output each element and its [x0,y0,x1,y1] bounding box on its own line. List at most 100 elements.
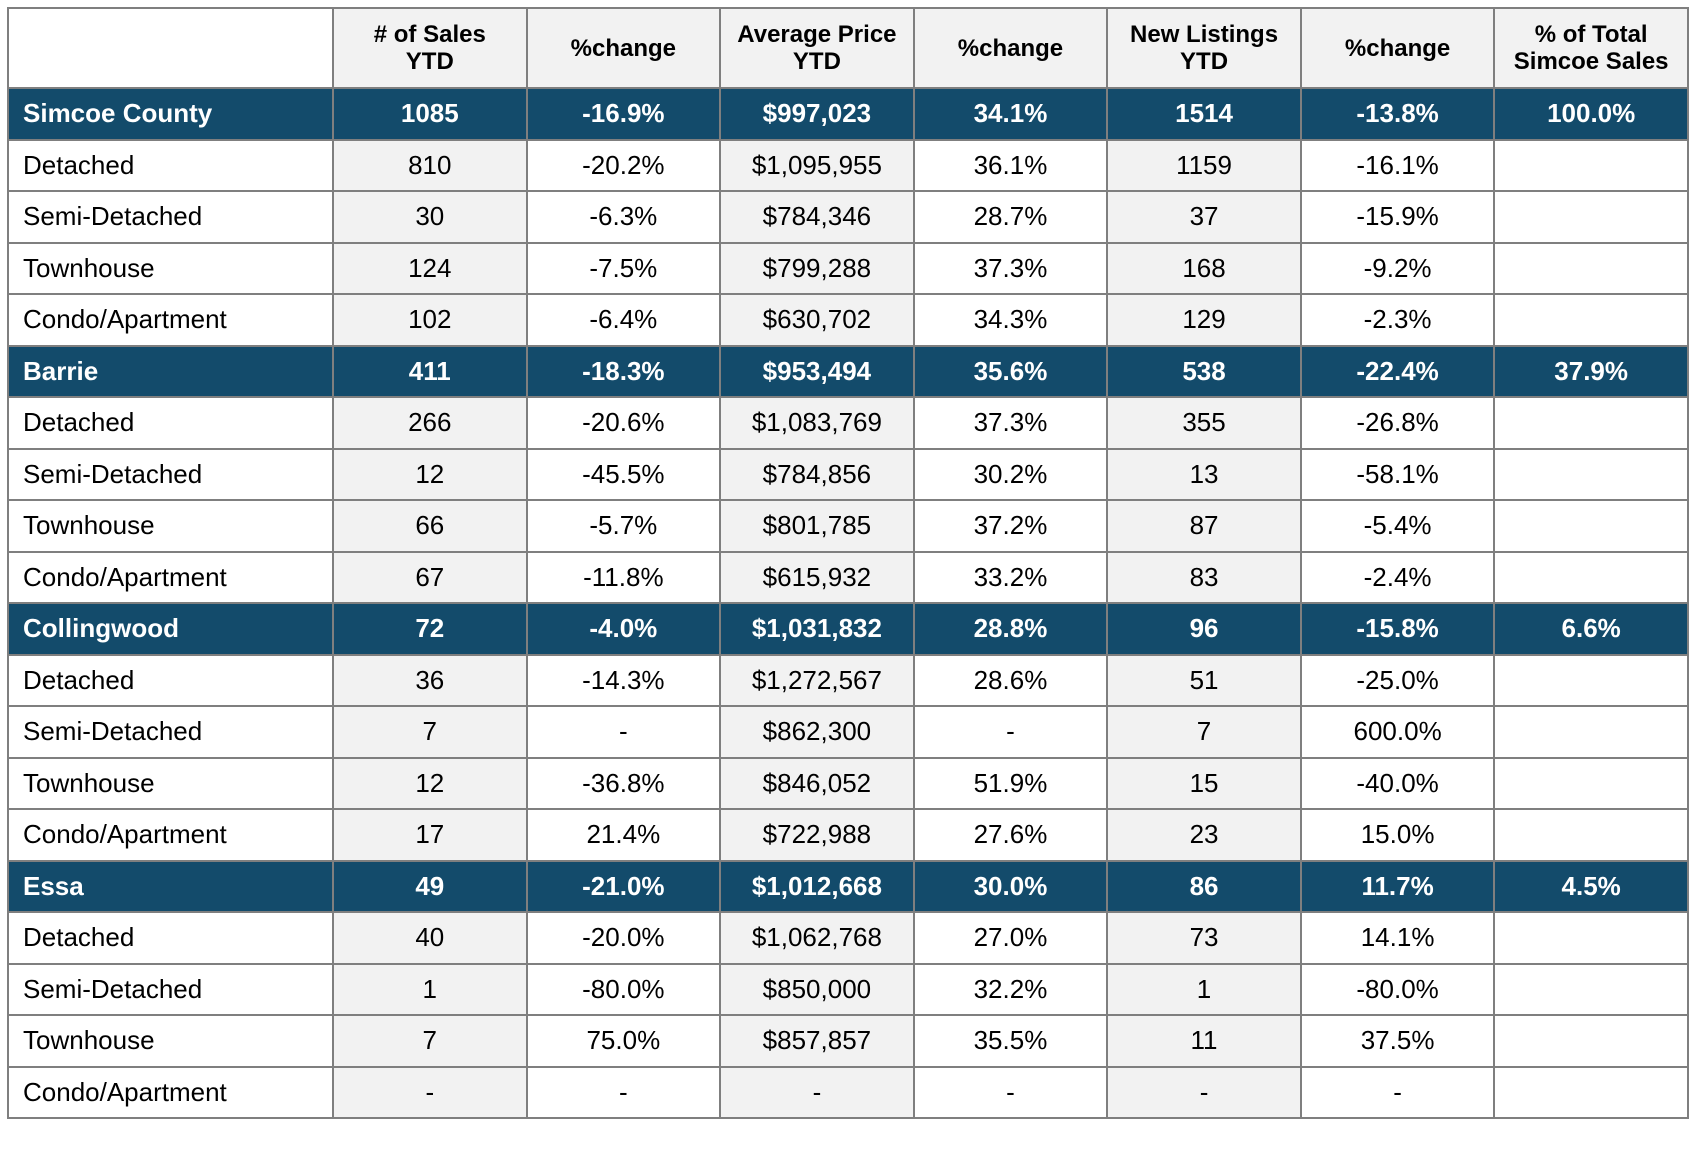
value-cell: 1159 [1106,138,1302,192]
property-type-cell: Townhouse [7,499,334,553]
table-header: # of Sales YTD %change Average Price YTD… [7,7,1689,89]
property-type-cell: Condo/Apartment [7,550,334,604]
value-cell: - [912,1065,1109,1119]
value-cell: 30 [332,190,528,244]
value-cell: 51 [1106,653,1302,707]
value-cell: 12 [332,447,528,501]
property-type-cell: Townhouse [7,756,334,810]
region-name-cell: Essa [7,859,334,913]
value-cell [1493,705,1689,759]
value-cell: 49 [332,859,528,913]
value-cell: -14.3% [525,653,722,707]
value-cell: 96 [1106,602,1302,656]
value-cell: 538 [1106,344,1302,398]
value-cell: -22.4% [1299,344,1496,398]
value-cell: -20.0% [525,911,722,965]
header-listings-change: %change [1299,7,1496,89]
value-cell: -2.3% [1299,293,1496,347]
value-cell: - [332,1065,528,1119]
value-cell [1493,962,1689,1016]
value-cell: $784,346 [719,190,915,244]
value-cell: 67 [332,550,528,604]
value-cell: -58.1% [1299,447,1496,501]
header-line: Average Price [737,21,897,48]
property-type-cell: Townhouse [7,1014,334,1068]
value-cell: -15.9% [1299,190,1496,244]
value-cell [1493,653,1689,707]
value-cell [1493,396,1689,450]
value-cell: 1085 [332,87,528,141]
value-cell: 35.5% [912,1014,1109,1068]
value-cell: 34.3% [912,293,1109,347]
region-row: Essa 49 -21.0% $1,012,668 30.0% 86 11.7% 4.5% [7,859,1689,913]
value-cell: $1,012,668 [719,859,915,913]
value-cell: $799,288 [719,241,915,295]
property-type-row: Condo/Apartment 17 21.4% $722,988 27.6% 23 15.… [7,808,1689,862]
value-cell: $630,702 [719,293,915,347]
value-cell: 36 [332,653,528,707]
region-row: Barrie 411 -18.3% $953,494 35.6% 538 -22.4% 37.… [7,344,1689,398]
value-cell [1493,447,1689,501]
value-cell: $1,062,768 [719,911,915,965]
value-cell: 600.0% [1299,705,1496,759]
region-row: Simcoe County 1085 -16.9% $997,023 34.1% 1514… [7,87,1689,141]
value-cell: -2.4% [1299,550,1496,604]
header-sales-change: %change [525,7,722,89]
value-cell: $1,272,567 [719,653,915,707]
property-type-cell: Detached [7,911,334,965]
value-cell: - [912,705,1109,759]
value-cell: $801,785 [719,499,915,553]
value-cell: 102 [332,293,528,347]
region-row: Collingwood 72 -4.0% $1,031,832 28.8% 96 -15.8… [7,602,1689,656]
value-cell: -5.7% [525,499,722,553]
value-cell: 7 [332,1014,528,1068]
property-type-row: Detached 40 -20.0% $1,062,768 27.0% 73 14.1% [7,911,1689,965]
value-cell: 27.6% [912,808,1109,862]
value-cell [1493,241,1689,295]
value-cell: - [719,1065,915,1119]
value-cell: - [525,1065,722,1119]
value-cell: $1,095,955 [719,138,915,192]
value-cell: 87 [1106,499,1302,553]
header-line: %change [957,34,1064,62]
sales-stats-table: # of Sales YTD %change Average Price YTD… [7,7,1689,1119]
value-cell: 12 [332,756,528,810]
value-cell: 7 [332,705,528,759]
property-type-cell: Detached [7,653,334,707]
value-cell: -15.8% [1299,602,1496,656]
value-cell [1493,1065,1689,1119]
property-type-cell: Townhouse [7,241,334,295]
value-cell [1493,138,1689,192]
property-type-row: Semi-Detached 1 -80.0% $850,000 32.2% 1 -80.0% [7,962,1689,1016]
value-cell [1493,808,1689,862]
value-cell: 411 [332,344,528,398]
property-type-row: Condo/Apartment 67 -11.8% $615,932 33.2% 83 -2… [7,550,1689,604]
value-cell: 86 [1106,859,1302,913]
value-cell: 37 [1106,190,1302,244]
value-cell: -5.4% [1299,499,1496,553]
value-cell: -11.8% [525,550,722,604]
value-cell: -80.0% [1299,962,1496,1016]
property-type-row: Condo/Apartment - - - - - - [7,1065,1689,1119]
value-cell [1493,550,1689,604]
region-name-cell: Collingwood [7,602,334,656]
header-sales-ytd: # of Sales YTD [332,7,528,89]
value-cell: 36.1% [912,138,1109,192]
value-cell: $1,083,769 [719,396,915,450]
value-cell: -36.8% [525,756,722,810]
header-line: Simcoe Sales [1513,48,1669,75]
value-cell: $615,932 [719,550,915,604]
value-cell: 66 [332,499,528,553]
value-cell: -45.5% [525,447,722,501]
value-cell: 28.6% [912,653,1109,707]
property-type-row: Townhouse 7 75.0% $857,857 35.5% 11 37.5% [7,1014,1689,1068]
value-cell: 28.7% [912,190,1109,244]
property-type-row: Townhouse 66 -5.7% $801,785 37.2% 87 -5.4% [7,499,1689,553]
value-cell: 1 [332,962,528,1016]
value-cell: 6.6% [1493,602,1689,656]
value-cell: 28.8% [912,602,1109,656]
value-cell: 37.3% [912,396,1109,450]
value-cell: $997,023 [719,87,915,141]
value-cell: -18.3% [525,344,722,398]
property-type-row: Semi-Detached 12 -45.5% $784,856 30.2% 13 -58.… [7,447,1689,501]
